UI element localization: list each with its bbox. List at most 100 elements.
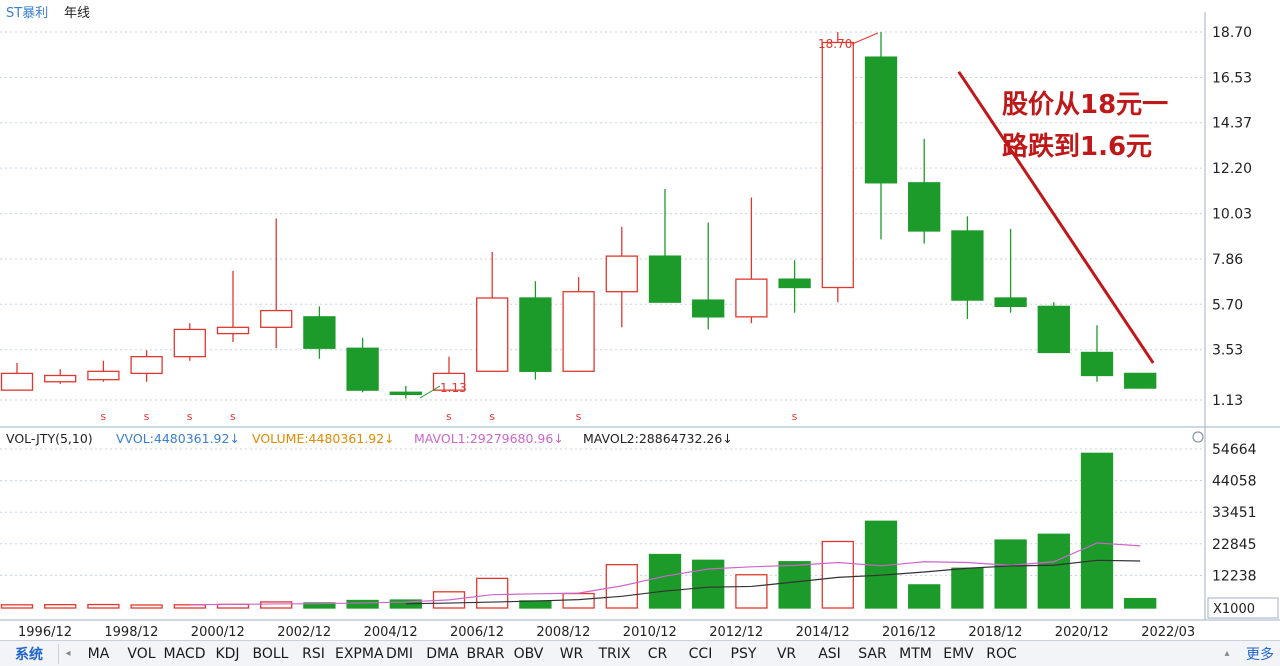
- volume-bar[interactable]: [44, 604, 77, 609]
- candle-body[interactable]: [994, 297, 1027, 308]
- stock-chart[interactable]: 18.70 16.53 14.37 12.20 10.03 7.86 5.70 3.53 1.1…: [0, 0, 1280, 640]
- volume-bar[interactable]: [173, 604, 206, 609]
- volume-bar[interactable]: [303, 602, 336, 609]
- expand-up-icon[interactable]: ▴: [1224, 648, 1230, 659]
- candle-body[interactable]: [216, 326, 250, 335]
- more-tab[interactable]: 更多: [1246, 646, 1274, 663]
- candle-body[interactable]: [735, 278, 768, 318]
- volume-bar[interactable]: [821, 540, 854, 609]
- tab-macd[interactable]: MACD: [163, 645, 206, 662]
- tab-mtm[interactable]: MTM: [899, 645, 932, 662]
- event-marker: s: [144, 410, 150, 423]
- tab-vol[interactable]: VOL: [127, 645, 156, 662]
- candle-body[interactable]: [260, 309, 293, 328]
- volume-bar[interactable]: [735, 574, 768, 609]
- candle-body[interactable]: [692, 299, 725, 318]
- candle-body[interactable]: [821, 41, 854, 289]
- tab-cci[interactable]: CCI: [688, 645, 713, 662]
- tab-sar[interactable]: SAR: [858, 645, 887, 662]
- volume-bar[interactable]: [994, 539, 1027, 609]
- x-tick-label: 2010/12: [623, 625, 677, 640]
- volume-bar[interactable]: [519, 600, 552, 609]
- volume-bar[interactable]: [87, 603, 120, 609]
- candle-body[interactable]: [562, 291, 595, 372]
- tab-asi[interactable]: ASI: [818, 645, 841, 662]
- tab-system[interactable]: 系统: [0, 643, 59, 664]
- volume-bar[interactable]: [346, 599, 379, 609]
- volume-bar[interactable]: [692, 559, 725, 609]
- candle-body[interactable]: [648, 255, 682, 303]
- tab-vr[interactable]: VR: [776, 645, 797, 662]
- tab-trix[interactable]: TRIX: [598, 645, 631, 662]
- event-marker: s: [489, 410, 495, 423]
- tab-kdj[interactable]: KDJ: [215, 645, 240, 662]
- volume-tick-label: 12238: [1212, 568, 1257, 584]
- scroll-left-icon[interactable]: ◂: [65, 648, 71, 659]
- candle-body[interactable]: [951, 230, 984, 301]
- tab-rsi[interactable]: RSI: [302, 645, 325, 662]
- low-label-leader: [419, 385, 441, 399]
- event-marker: s: [100, 410, 106, 423]
- settings-icon[interactable]: [1192, 431, 1204, 443]
- volume-tick-label: 44058: [1212, 474, 1257, 490]
- candle-body[interactable]: [605, 255, 638, 293]
- volume-bar[interactable]: [1124, 597, 1157, 609]
- candle-body[interactable]: [908, 182, 941, 232]
- candle-body[interactable]: [130, 355, 163, 375]
- event-marker: s: [446, 410, 452, 423]
- candle-body[interactable]: [1037, 305, 1070, 354]
- volume-bar[interactable]: [130, 604, 163, 609]
- volume-tick-label: 33451: [1212, 505, 1257, 521]
- tab-boll[interactable]: BOLL: [252, 645, 289, 662]
- candle-body[interactable]: [519, 297, 552, 372]
- tab-dmi[interactable]: DMI: [386, 645, 413, 662]
- annotation-line1: 股价从18元一: [1002, 90, 1168, 120]
- candle-body[interactable]: [0, 372, 34, 391]
- event-marker: s: [792, 410, 798, 423]
- candle-body[interactable]: [432, 372, 466, 391]
- volume-bar[interactable]: [908, 584, 941, 609]
- volume-bar[interactable]: [951, 567, 984, 609]
- volume-bar[interactable]: [778, 561, 811, 609]
- candle-body[interactable]: [1080, 351, 1114, 377]
- tab-wr[interactable]: WR: [559, 645, 584, 662]
- price-tick-label: 14.37: [1212, 116, 1252, 132]
- price-tick-label: 1.13: [1212, 393, 1243, 409]
- x-tick-label: 2000/12: [191, 625, 245, 640]
- volume-bar[interactable]: [0, 604, 34, 609]
- price-tick-label: 7.86: [1212, 252, 1243, 268]
- candle-body[interactable]: [778, 278, 811, 289]
- volume-bar[interactable]: [1037, 533, 1070, 609]
- candle-body[interactable]: [173, 328, 206, 358]
- tab-emv[interactable]: EMV: [943, 645, 974, 662]
- candle-body[interactable]: [476, 297, 509, 372]
- tab-cr[interactable]: CR: [647, 645, 668, 662]
- tab-dma[interactable]: DMA: [426, 645, 459, 662]
- volume-bar[interactable]: [648, 553, 682, 609]
- price-tick-label: 3.53: [1212, 343, 1243, 359]
- tab-roc[interactable]: ROC: [986, 645, 1017, 662]
- indicator-tab-bar: 系统 ◂ MA VOL MACD KDJ BOLL RSI EXPMA DMI DMA BRAR OBV…: [0, 640, 1280, 666]
- candle-body[interactable]: [1124, 372, 1157, 389]
- tab-obv[interactable]: OBV: [513, 645, 544, 662]
- candle-body[interactable]: [389, 391, 422, 395]
- tab-psy[interactable]: PSY: [730, 645, 757, 662]
- period-label: 年线: [64, 6, 90, 21]
- candle-body[interactable]: [864, 56, 898, 184]
- candle-body[interactable]: [87, 370, 120, 381]
- volume-bar[interactable]: [260, 601, 293, 609]
- volume-unit-box: [1207, 597, 1279, 619]
- volume-bar[interactable]: [476, 577, 509, 609]
- candle-body[interactable]: [44, 374, 77, 383]
- x-tick-label: 2014/12: [796, 625, 850, 640]
- event-marker: s: [187, 410, 193, 423]
- tab-expma[interactable]: EXPMA: [335, 645, 384, 662]
- candle-body[interactable]: [346, 347, 379, 391]
- x-tick-label: 2016/12: [882, 625, 936, 640]
- candle-body[interactable]: [303, 316, 336, 349]
- tab-ma[interactable]: MA: [87, 645, 110, 662]
- tab-brar[interactable]: BRAR: [466, 645, 505, 662]
- volume-value: VOLUME:4480361.92↓: [252, 431, 395, 446]
- volume-bar[interactable]: [1080, 452, 1114, 609]
- volume-bar[interactable]: [562, 592, 595, 609]
